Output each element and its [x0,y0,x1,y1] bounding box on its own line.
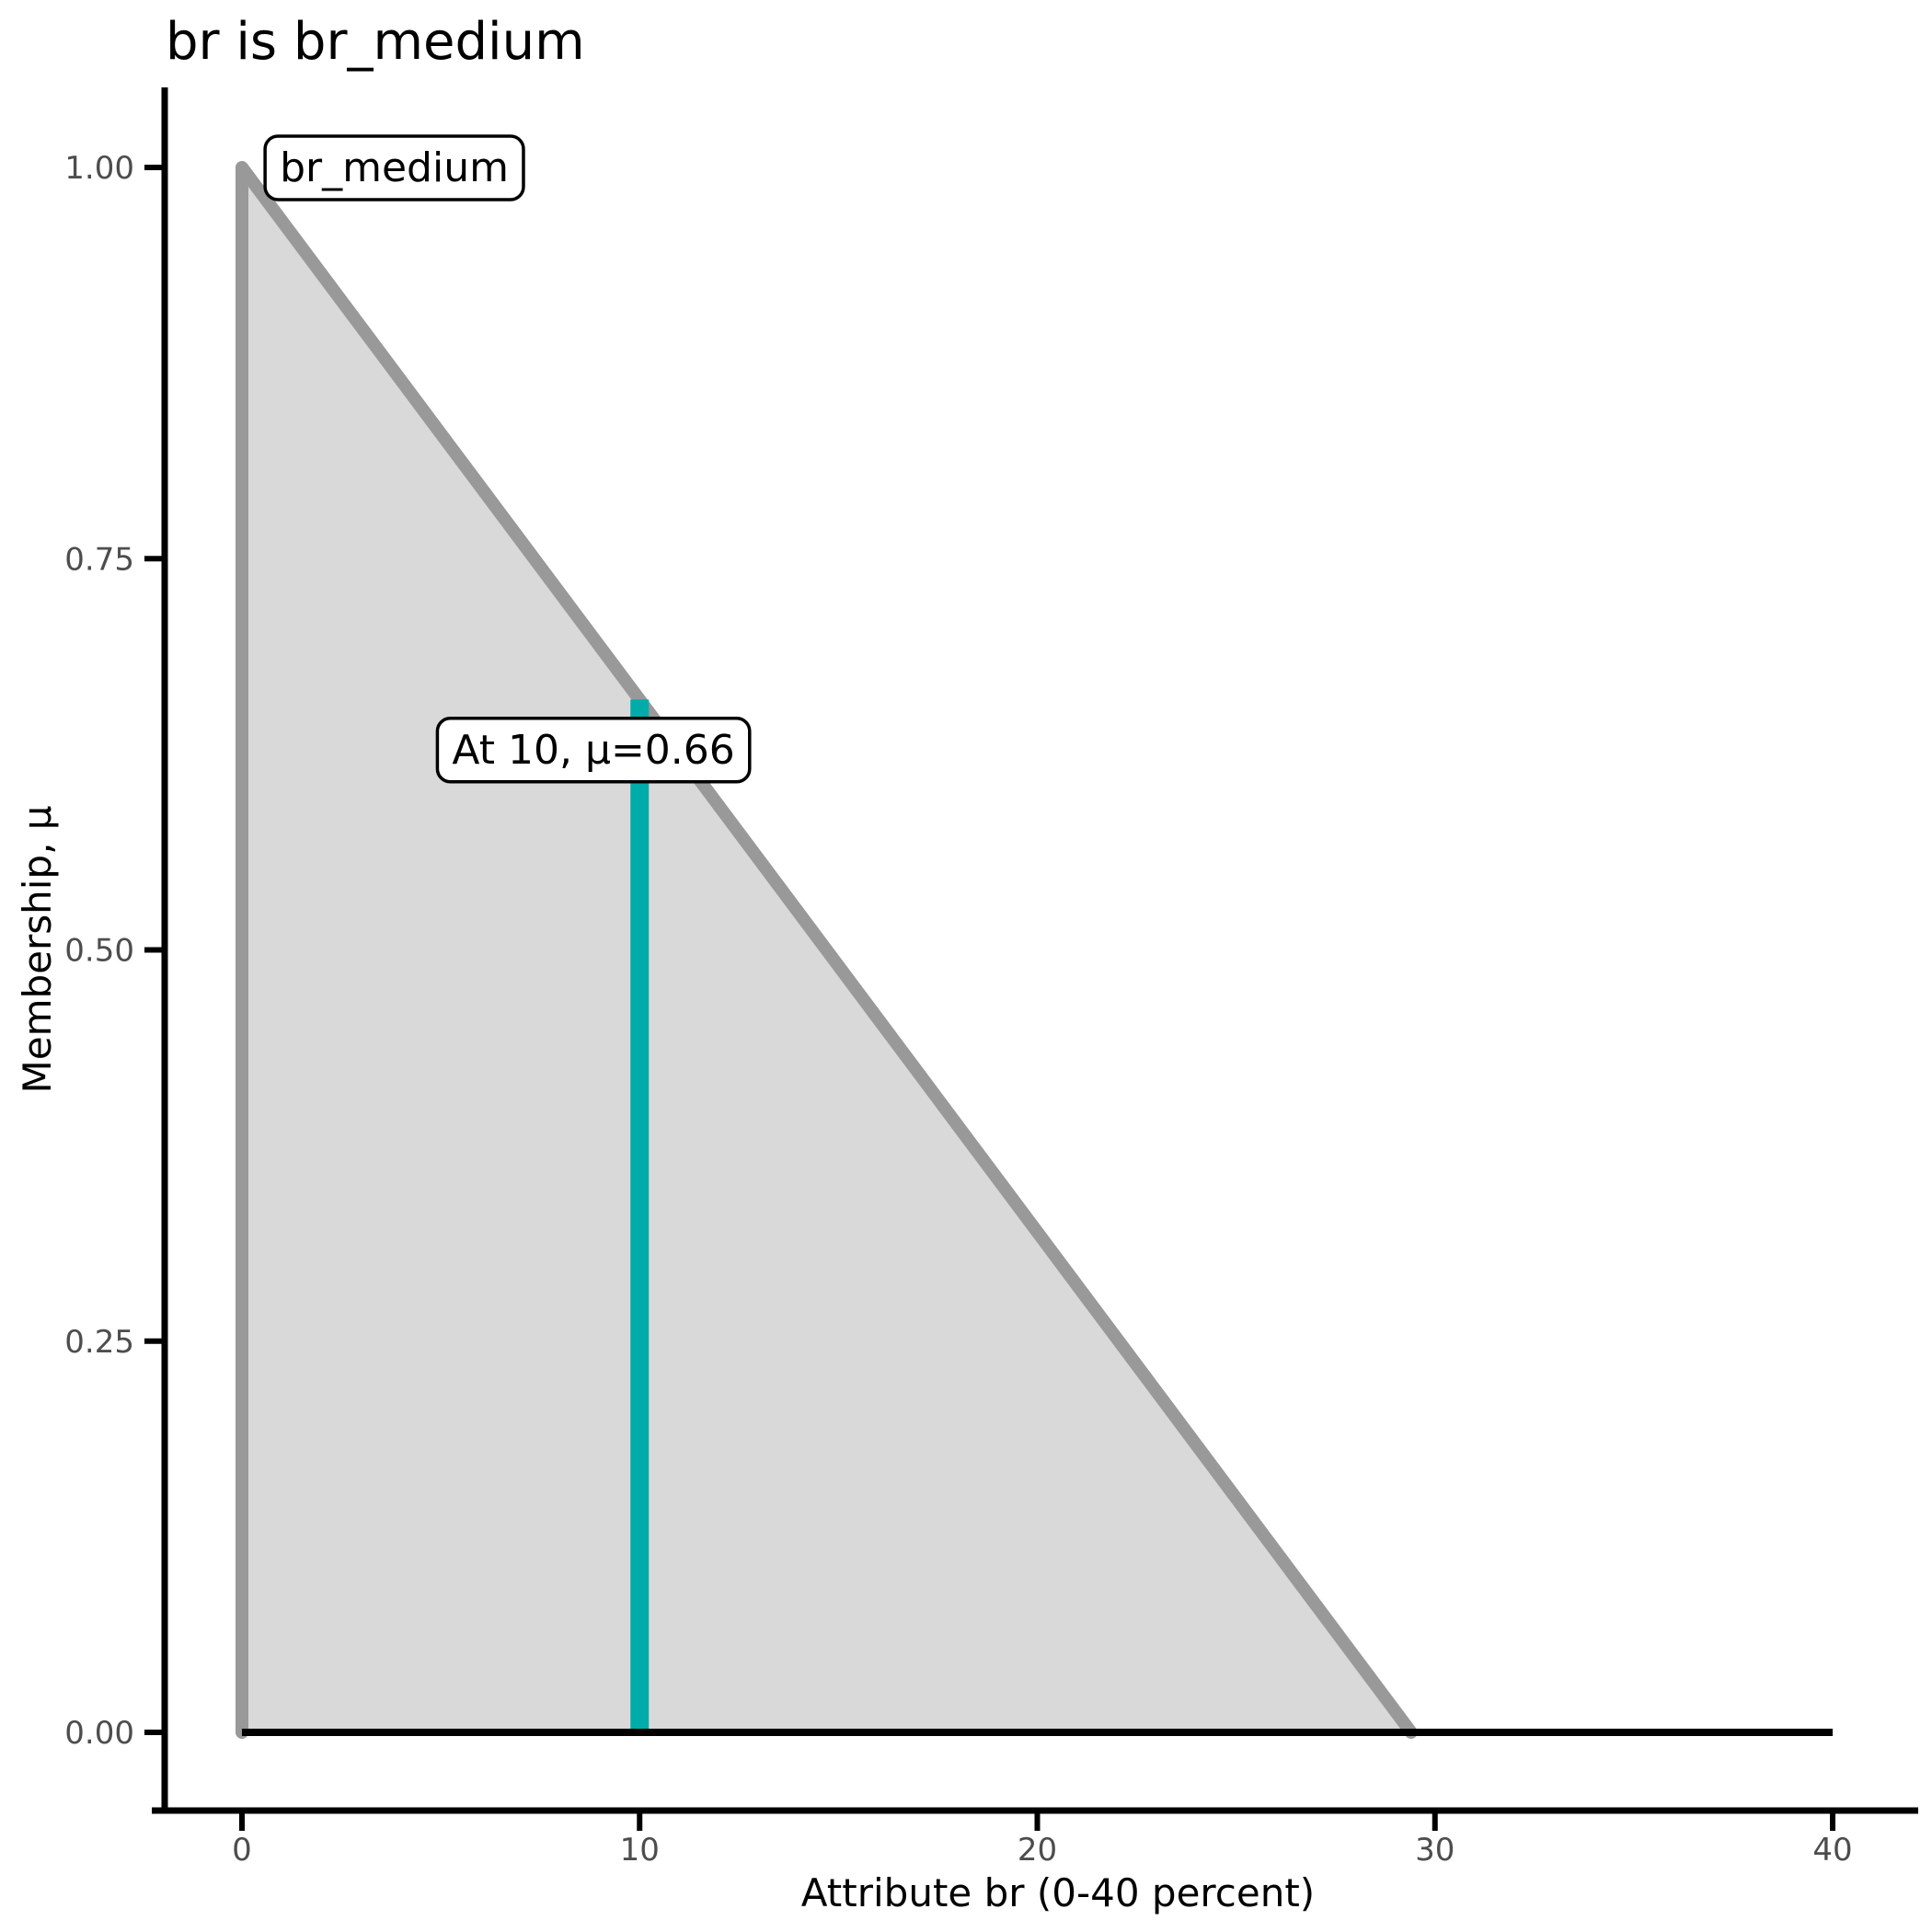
x-tick-label: 40 [1812,1832,1852,1869]
x-tick-label: 10 [620,1832,660,1869]
annotation-text: br_medium [280,144,509,191]
y-axis-ticks: 0.00 0.25 0.50 0.75 1.00 [64,150,165,1752]
x-tick-label: 20 [1018,1832,1057,1869]
y-tick-label: 1.00 [64,150,134,187]
x-axis-ticks: 0 10 20 30 40 [232,1811,1853,1869]
y-tick-label: 0.75 [64,541,134,578]
x-axis-title: Attribute br (0-40 percent) [801,1870,1315,1915]
annotations: br_medium At 10, μ=0.66 [263,134,752,784]
br_medium-membership-outline [236,161,1418,1739]
x-tick-label: 0 [232,1832,252,1869]
annotation-text: At 10, μ=0.66 [452,727,734,774]
y-axis-title: Membership, μ [15,805,60,1093]
y-tick-label: 0.00 [64,1715,134,1752]
plot-area [236,161,1833,1739]
x-tick-label: 30 [1415,1832,1455,1869]
chart-title: br is br_medium [166,12,585,72]
y-tick-label: 0.25 [64,1324,134,1361]
annotation-box [435,717,752,784]
y-tick-label: 0.50 [64,933,134,970]
annotation-box [263,134,525,201]
